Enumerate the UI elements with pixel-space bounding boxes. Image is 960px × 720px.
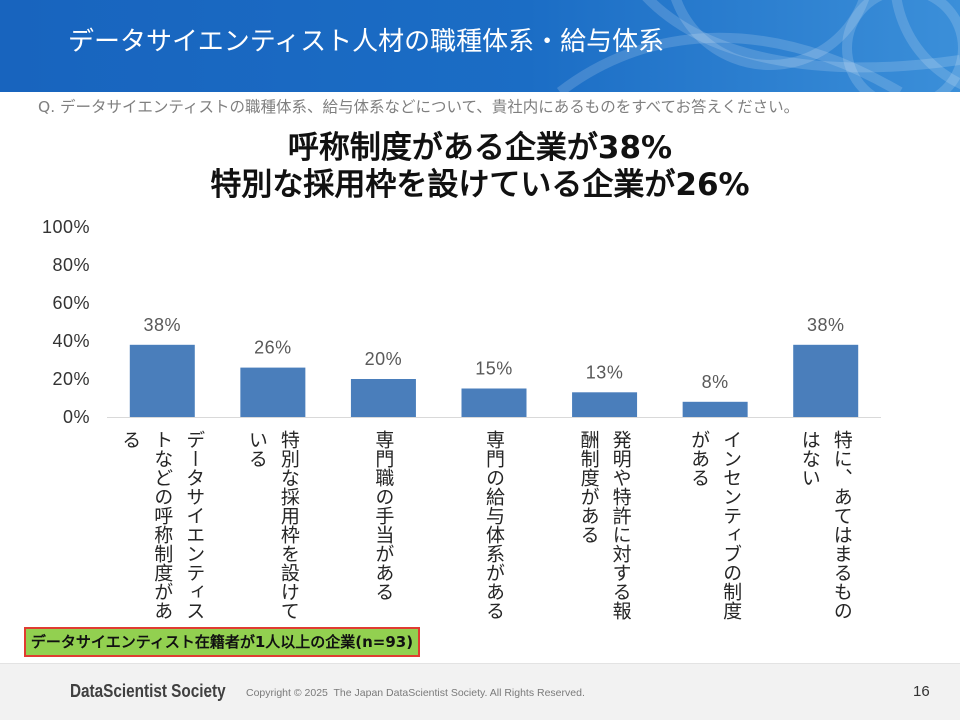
chart-bar: [461, 388, 527, 417]
y-axis-tick-label: 20%: [52, 369, 90, 389]
bar-value-label: 26%: [254, 338, 292, 358]
x-axis-category-label: 発明や特許に対する報酬制度がある: [577, 430, 632, 620]
headline: 呼称制度がある企業が38% 特別な採用枠を設けている企業が26%: [0, 130, 960, 204]
sample-size-note: データサイエンティスト在籍者が1人以上の企業(n=93): [24, 627, 420, 657]
bar-value-label: 8%: [702, 372, 729, 392]
footer-logo: DataScientist Society: [70, 681, 226, 701]
header-decoration: [556, 0, 960, 92]
headline-line-1: 呼称制度がある企業が38%: [287, 130, 673, 166]
bar-chart-plot: 0% 20% 40% 60% 80% 100% 38% 26% 20% 15% 13% 8% 38%: [42, 217, 881, 425]
slide-title: データサイエンティスト人材の職種体系・給与体系: [68, 27, 665, 57]
page-number: 16: [913, 683, 930, 700]
bar-chart: 0% 20% 40% 60% 80% 100% 38% 26% 20% 15% 13% 8% 38% デ…: [0, 200, 960, 625]
copyright-text: Copyright © 2025 The Japan DataScientist…: [246, 687, 585, 699]
x-axis-category-label: 特別な採用枠を設けている: [245, 430, 300, 620]
chart-bar: [682, 401, 748, 417]
chart-bar: [350, 379, 416, 417]
bar-value-label: 15%: [475, 359, 513, 379]
bar-value-label: 20%: [365, 349, 403, 369]
header-bar: データサイエンティスト人材の職種体系・給与体系: [0, 0, 960, 92]
y-axis-tick-label: 40%: [52, 331, 90, 351]
x-axis-category-label: データサイエンティストなどの呼称制度がある: [119, 430, 206, 620]
x-axis-category-label: 専門の給与体系がある: [483, 430, 505, 620]
chart-bar: [240, 367, 306, 417]
y-axis-tick-label: 100%: [42, 217, 90, 237]
y-axis-tick-label: 0%: [63, 407, 90, 425]
bar-value-label: 38%: [144, 315, 182, 335]
bar-value-label: 38%: [807, 315, 845, 335]
x-axis-category-label: 専門職の手当がある: [372, 430, 395, 601]
survey-question: Q. データサイエンティストの職種体系、給与体系などについて、貴社内にあるものを…: [38, 98, 800, 116]
y-axis-tick-label: 60%: [52, 293, 90, 313]
footer: DataScientist Society Copyright © 2025 T…: [0, 663, 960, 720]
y-axis-tick-label: 80%: [52, 255, 90, 275]
x-axis-category-label: インセンティブの制度がある: [688, 430, 743, 620]
chart-bar: [793, 344, 859, 417]
chart-bar: [129, 344, 195, 417]
headline-line-2: 特別な採用枠を設けている企業が26%: [210, 167, 750, 203]
bar-value-label: 13%: [586, 362, 624, 382]
chart-bar: [572, 392, 638, 417]
x-axis-category-label: 特に、あてはまるものはない: [798, 430, 853, 620]
